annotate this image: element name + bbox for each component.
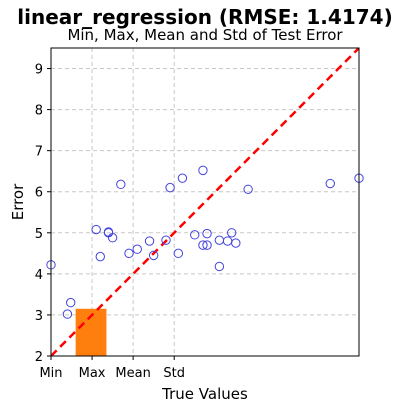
reference-line-layer: [51, 48, 359, 356]
y-tick-label: 2: [35, 350, 43, 365]
y-tick-label: 8: [35, 104, 43, 119]
data-point: [161, 235, 171, 245]
reference-line: [51, 48, 359, 356]
chart-subtitle: Min, Max, Mean and Std of Test Error: [67, 26, 343, 44]
data-point: [202, 240, 212, 250]
data-point: [132, 244, 142, 254]
y-tick-label: 7: [35, 145, 43, 160]
x-tick-label: Min: [39, 366, 62, 381]
data-point: [148, 250, 159, 261]
data-point: [231, 238, 241, 248]
chart-title: linear_regression (RMSE: 1.4174): [17, 5, 392, 29]
data-point: [165, 182, 175, 193]
points-layer: [46, 165, 364, 319]
data-point: [226, 228, 237, 238]
data-point: [325, 178, 335, 189]
x-tick-label: Mean: [115, 366, 150, 381]
data-point: [214, 261, 225, 272]
x-tick-label: Std: [163, 366, 185, 381]
y-tick-label: 6: [35, 186, 43, 201]
x-tick-label: Max: [79, 366, 106, 381]
x-axis-label: True Values: [161, 385, 248, 400]
data-point: [66, 297, 76, 308]
data-point: [222, 236, 233, 246]
y-axis-label: Error: [9, 183, 27, 220]
data-point: [173, 248, 184, 259]
data-point: [107, 233, 118, 243]
data-point: [144, 236, 155, 246]
data-point: [91, 224, 101, 235]
data-point: [177, 173, 188, 183]
y-tick-label: 9: [35, 63, 43, 78]
data-point: [243, 184, 253, 194]
x-axis-ticks: Min Max Mean Std: [39, 356, 185, 381]
data-point: [116, 179, 126, 190]
data-point: [198, 165, 208, 176]
data-point: [190, 230, 200, 240]
data-point: [95, 251, 105, 262]
y-tick-label: 3: [35, 309, 43, 324]
y-tick-label: 4: [35, 268, 43, 283]
data-point: [124, 248, 134, 259]
y-axis-ticks: 2 3 4 5 6 7 8 9: [35, 63, 51, 365]
data-point: [202, 228, 212, 239]
plot-frame: [50, 47, 360, 357]
data-point: [62, 309, 73, 319]
data-point: [214, 235, 225, 245]
y-tick-label: 5: [35, 227, 43, 242]
data-point: [198, 240, 208, 250]
